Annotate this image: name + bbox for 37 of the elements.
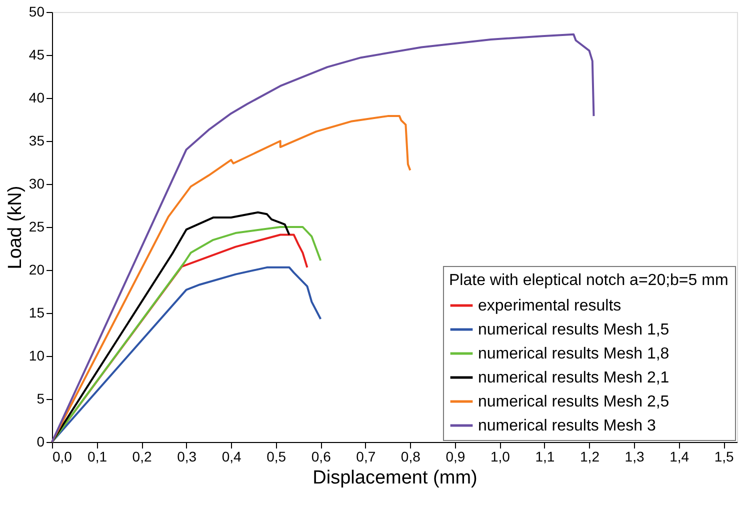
y-tick-label: 50 [28, 4, 45, 20]
legend-label: numerical results Mesh 1,8 [478, 346, 670, 362]
y-tick-label: 25 [28, 218, 45, 234]
x-tick-label: 0,3 [177, 448, 197, 464]
legend-label: experimental results [478, 298, 622, 314]
y-tick-label: 0 [36, 434, 45, 450]
legend-label: numerical results Mesh 2,1 [478, 370, 670, 386]
x-axis-title: Displacement (mm) [312, 468, 478, 488]
y-tick-label: 5 [36, 390, 45, 406]
legend-label: numerical results Mesh 1,5 [478, 322, 670, 338]
x-tick-label: 0,7 [356, 448, 376, 464]
y-tick-label: 10 [28, 348, 45, 364]
legend-label: numerical results Mesh 2,5 [478, 394, 670, 410]
x-tick-label: 1,2 [580, 448, 600, 464]
line-series [51, 266, 322, 443]
legend-title: Plate with eleptical notch a=20;b=5 mm [449, 272, 728, 289]
y-tick-label: 35 [28, 132, 45, 148]
x-tick-label: 0,6 [311, 448, 332, 464]
x-tick-label: 0,4 [222, 448, 242, 464]
x-tick-label: 0,8 [400, 448, 421, 464]
x-tick-label: 0,2 [132, 448, 152, 464]
y-tick-label: 30 [28, 176, 45, 192]
y-tick-label: 40 [28, 90, 45, 106]
y-tick-label: 45 [28, 46, 45, 62]
x-tick-label: 1,3 [624, 448, 644, 464]
x-tick-label: 0,1 [88, 448, 108, 464]
y-tick-label: 15 [28, 304, 45, 320]
x-tick-label: 1,5 [714, 448, 734, 464]
x-tick-label: 0,9 [446, 448, 466, 464]
legend-label: numerical results Mesh 3 [478, 418, 656, 434]
x-tick-label: 1,0 [490, 448, 510, 464]
x-tick-label: 1,1 [535, 448, 555, 464]
y-tick-label: 20 [28, 262, 45, 278]
y-axis-title: Load (kN) [4, 186, 26, 270]
x-tick-label: 0,0 [52, 448, 72, 464]
x-tick-label: 1,4 [670, 448, 690, 464]
x-tick-label: 0,5 [266, 448, 286, 464]
